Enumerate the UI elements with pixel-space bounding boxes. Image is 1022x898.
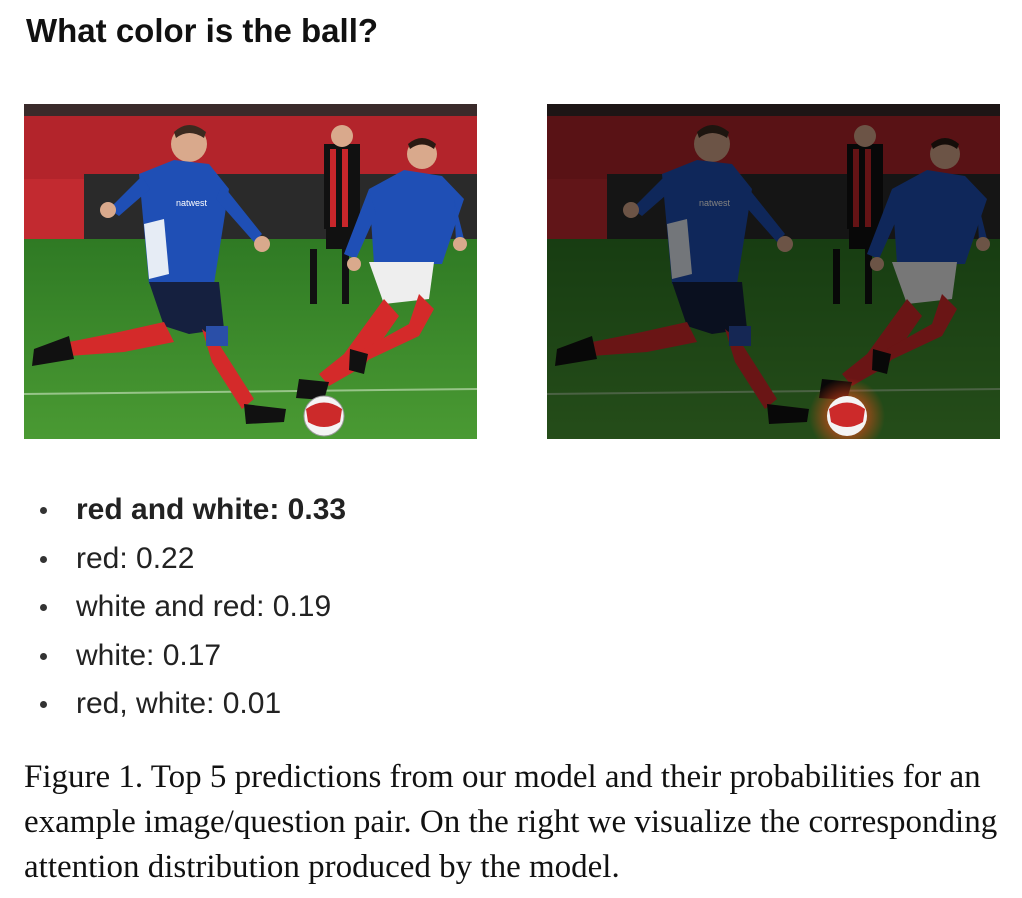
attention-map-image: natwest	[547, 104, 1000, 439]
prediction-item: red and white: 0.33	[36, 488, 346, 537]
bullet-icon	[40, 555, 47, 563]
prediction-item: white: 0.17	[36, 634, 346, 683]
prediction-text: red: 0.22	[76, 541, 195, 575]
jersey-text-left: natwest	[176, 198, 208, 208]
prediction-item: white and red: 0.19	[36, 585, 346, 634]
prediction-text: red, white: 0.01	[76, 687, 282, 720]
predictions-list: red and white: 0.33 red: 0.22 white and …	[36, 488, 346, 731]
bullet-icon	[40, 507, 47, 514]
prediction-text: white: 0.17	[76, 638, 222, 672]
bullet-icon	[40, 604, 47, 611]
bullet-icon	[40, 652, 47, 660]
question-heading: What color is the ball?	[26, 12, 379, 49]
prediction-text: white and red: 0.19	[76, 590, 332, 623]
figure-caption: Figure 1. Top 5 predictions from our mod…	[24, 759, 998, 885]
bullet-icon	[40, 701, 47, 708]
prediction-text: red and white: 0.33	[76, 493, 347, 526]
prediction-item: red: 0.22	[36, 537, 346, 586]
original-image: natwest	[24, 104, 477, 439]
prediction-item: red, white: 0.01	[36, 682, 346, 731]
